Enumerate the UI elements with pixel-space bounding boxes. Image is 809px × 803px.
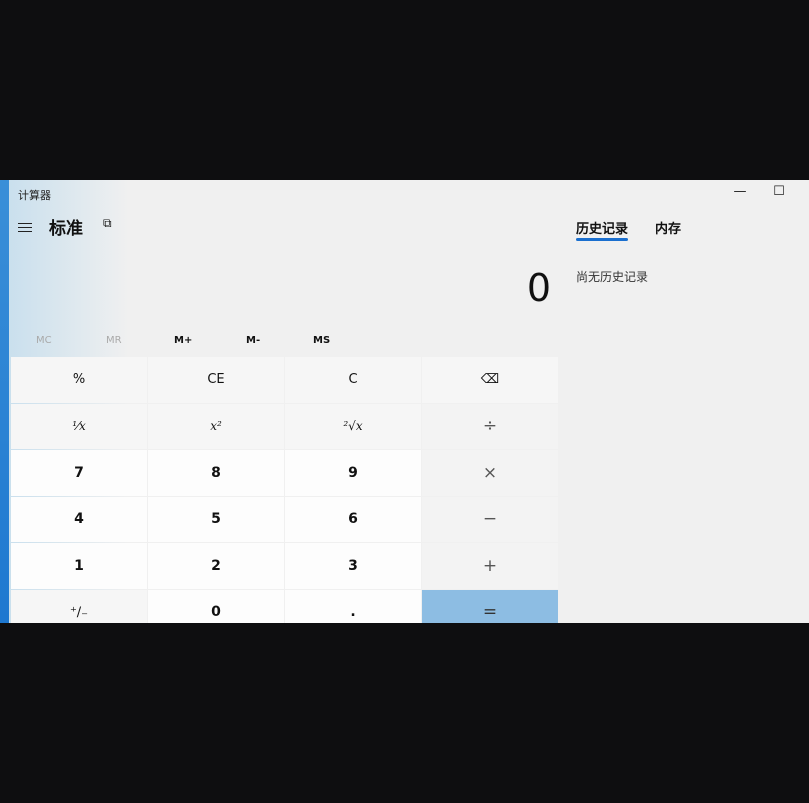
window-title: 计算器 bbox=[18, 189, 51, 202]
maximize-button[interactable]: ☐ bbox=[773, 184, 785, 199]
key-button[interactable]: ²√x bbox=[285, 403, 421, 449]
key-button[interactable]: 7 bbox=[11, 450, 147, 496]
memory-clear-button[interactable]: MC bbox=[36, 335, 52, 346]
desktop-edge bbox=[0, 180, 9, 623]
key-button[interactable]: 4 bbox=[11, 496, 147, 542]
key-button[interactable]: × bbox=[422, 450, 558, 496]
key-button[interactable]: ⌫ bbox=[422, 357, 558, 403]
key-button[interactable]: 8 bbox=[148, 450, 284, 496]
key-button[interactable]: CE bbox=[148, 357, 284, 403]
key-button[interactable]: 5 bbox=[148, 496, 284, 542]
key-button[interactable]: x² bbox=[148, 403, 284, 449]
keep-on-top-icon[interactable]: ⧉ bbox=[103, 216, 112, 230]
memory-add-button[interactable]: M+ bbox=[174, 335, 193, 346]
key-button[interactable]: 0 bbox=[148, 589, 284, 623]
key-button[interactable]: 6 bbox=[285, 496, 421, 542]
memory-recall-button[interactable]: MR bbox=[106, 335, 122, 346]
tab-memory[interactable]: 内存 bbox=[655, 222, 682, 237]
memory-store-button[interactable]: MS bbox=[313, 335, 331, 346]
keypad: % CE C ⌫ ¹⁄x x² ²√x ÷ 7 8 9 × 4 5 6− 1 2 3 + ⁺∕₋ 0. = bbox=[11, 357, 558, 623]
menu-icon[interactable] bbox=[18, 220, 32, 235]
key-button[interactable]: = bbox=[422, 589, 558, 623]
key-button[interactable]: 9 bbox=[285, 450, 421, 496]
tab-history[interactable]: 历史记录 bbox=[576, 218, 629, 241]
key-button[interactable]: ⁺∕₋ bbox=[11, 589, 147, 623]
key-button[interactable]: % bbox=[11, 357, 147, 403]
key-button[interactable]: − bbox=[422, 496, 558, 542]
key-button[interactable]: + bbox=[422, 543, 558, 589]
calculator-window: 计算器 — ☐ 标准 ⧉ 0 MC MR M+ M- MS 历史记录 内存 尚无… bbox=[9, 180, 809, 623]
history-empty-text: 尚无历史记录 bbox=[576, 270, 649, 284]
key-button[interactable]: . bbox=[285, 589, 421, 623]
active-tab-underline bbox=[576, 238, 628, 241]
minimize-button[interactable]: — bbox=[733, 184, 747, 199]
key-button[interactable]: ÷ bbox=[422, 403, 558, 449]
key-button[interactable]: 1 bbox=[11, 543, 147, 589]
key-button[interactable]: 3 bbox=[285, 543, 421, 589]
display-value: 0 bbox=[526, 266, 551, 310]
key-button[interactable]: 2 bbox=[148, 543, 284, 589]
mode-title: 标准 bbox=[49, 219, 83, 239]
key-button[interactable]: C bbox=[285, 357, 421, 403]
tab-history-label: 历史记录 bbox=[576, 222, 629, 237]
key-button[interactable]: ¹⁄x bbox=[11, 403, 147, 449]
memory-subtract-button[interactable]: M- bbox=[246, 335, 261, 346]
